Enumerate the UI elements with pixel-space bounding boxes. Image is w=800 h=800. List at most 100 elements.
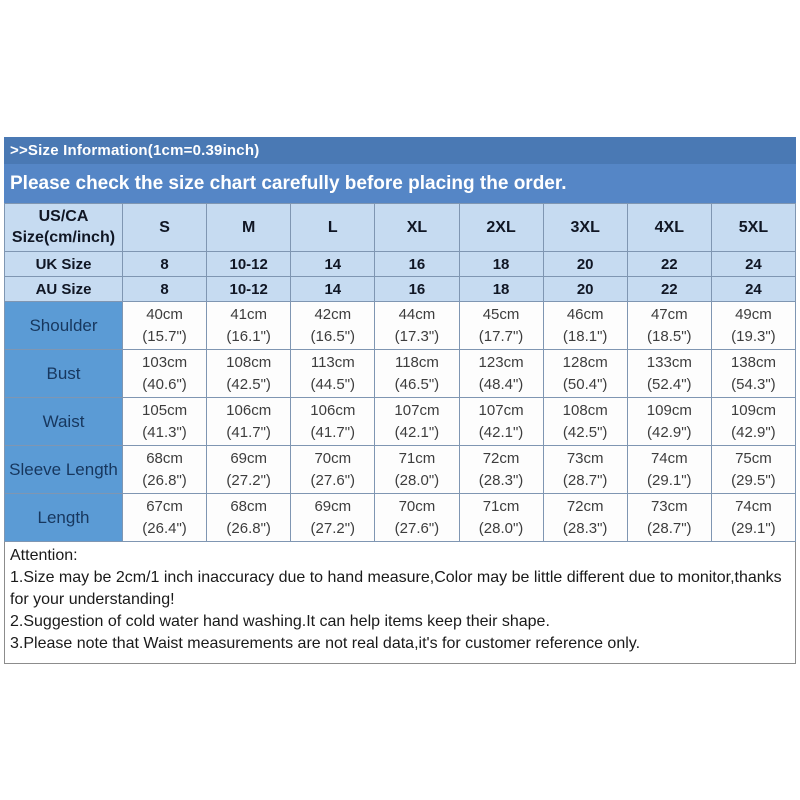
cm-value: 118cm bbox=[394, 353, 439, 371]
inch-value: (18.1") bbox=[562, 327, 608, 345]
cm-value: 71cm bbox=[398, 449, 436, 467]
cm-value: 113cm bbox=[310, 353, 355, 371]
size-value-cell: 16 bbox=[374, 251, 460, 277]
inch-value: (28.0") bbox=[394, 471, 440, 489]
measurement-cell: 109cm (42.9") bbox=[710, 397, 797, 446]
cm-value: 109cm bbox=[730, 401, 776, 419]
measurement-cell: 105cm (41.3") bbox=[121, 397, 208, 446]
measurement-cell: 128cm (50.4") bbox=[542, 349, 628, 398]
inch-value: (27.6") bbox=[310, 471, 356, 489]
inch-value: (15.7") bbox=[142, 327, 187, 345]
inch-value: (16.5") bbox=[310, 327, 356, 345]
inch-value: (54.3") bbox=[731, 375, 776, 393]
cm-value: 69cm bbox=[230, 449, 268, 467]
measurement-cell: 123cm (48.4") bbox=[458, 349, 544, 398]
table-row: UK Size 8 10-12 14 16 18 20 22 24 bbox=[4, 251, 797, 277]
cm-value: 49cm bbox=[735, 305, 772, 323]
attention-section: Attention: 1.Size may be 2cm/1 inch inac… bbox=[4, 542, 796, 665]
cm-value: 74cm bbox=[735, 497, 772, 515]
inch-value: (42.5") bbox=[226, 375, 271, 393]
cm-value: 45cm bbox=[482, 305, 520, 323]
size-value-cell: 22 bbox=[626, 251, 712, 277]
measurement-cell: 73cm (28.7") bbox=[626, 493, 712, 542]
size-column-header-m: M bbox=[206, 203, 292, 252]
measurement-cell: 106cm (41.7") bbox=[290, 397, 376, 446]
inch-value: (42.9") bbox=[731, 423, 776, 441]
inch-value: (42.9") bbox=[647, 423, 692, 441]
size-value-cell: 24 bbox=[710, 251, 797, 277]
inch-value: (29.1") bbox=[731, 519, 776, 537]
measurement-cell: 42cm (16.5") bbox=[290, 301, 376, 350]
inch-value: (26.8") bbox=[142, 471, 187, 489]
inch-value: (41.7") bbox=[310, 423, 356, 441]
table-row: Shoulder 40cm (15.7") 41cm (16.1") 42cm (16.5"… bbox=[4, 301, 797, 350]
measurement-cell: 69cm (27.2") bbox=[206, 445, 292, 494]
measurement-cell: 71cm (28.0") bbox=[458, 493, 544, 542]
measurement-cell: 68cm (26.8") bbox=[121, 445, 208, 494]
size-chart-page: >>Size Information(1cm=0.39inch) Please … bbox=[4, 137, 797, 665]
measurement-cell: 133cm (52.4") bbox=[626, 349, 712, 398]
measurement-cell: 72cm (28.3") bbox=[458, 445, 544, 494]
cm-value: 71cm bbox=[482, 497, 520, 515]
measurement-cell: 47cm (18.5") bbox=[626, 301, 712, 350]
table-row: AU Size 8 10-12 14 16 18 20 22 24 bbox=[4, 276, 797, 302]
measurement-cell: 69cm (27.2") bbox=[290, 493, 376, 542]
size-chart-table: US/CA Size(cm/inch) S M L XL 2XL 3XL 4XL 5XL UK… bbox=[4, 203, 797, 542]
inch-value: (41.7") bbox=[226, 423, 271, 441]
cm-value: 133cm bbox=[646, 353, 692, 371]
size-value-cell: 20 bbox=[542, 251, 628, 277]
inch-value: (50.4") bbox=[562, 375, 608, 393]
inch-value: (42.1") bbox=[478, 423, 524, 441]
cm-value: 46cm bbox=[566, 305, 604, 323]
size-column-header-xl: XL bbox=[374, 203, 460, 252]
cm-value: 73cm bbox=[566, 449, 604, 467]
size-warning-text: Please check the size chart carefully be… bbox=[10, 172, 567, 194]
cm-value: 44cm bbox=[398, 305, 436, 323]
cm-value: 42cm bbox=[314, 305, 352, 323]
inch-value: (44.5") bbox=[310, 375, 356, 393]
size-value-cell: 8 bbox=[121, 251, 208, 277]
table-row: Length 67cm (26.4") 68cm (26.8") 69cm (27.2") 7… bbox=[4, 493, 797, 542]
size-column-header-l: L bbox=[290, 203, 376, 252]
size-value-cell: 22 bbox=[626, 276, 712, 302]
attention-note: 1.Size may be 2cm/1 inch inaccuracy due … bbox=[10, 569, 782, 609]
inch-value: (27.2") bbox=[310, 519, 356, 537]
measurement-cell: 46cm (18.1") bbox=[542, 301, 628, 350]
measurement-cell: 108cm (42.5") bbox=[206, 349, 292, 398]
cm-value: 69cm bbox=[314, 497, 352, 515]
cm-value: 68cm bbox=[230, 497, 268, 515]
measurement-cell: 74cm (29.1") bbox=[626, 445, 712, 494]
size-info-banner: >>Size Information(1cm=0.39inch) bbox=[4, 137, 796, 164]
cm-value: 128cm bbox=[562, 353, 608, 371]
cm-value: 106cm bbox=[310, 401, 356, 419]
cm-value: 68cm bbox=[146, 449, 183, 467]
cm-value: 70cm bbox=[398, 497, 436, 515]
attention-note: 2.Suggestion of cold water hand washing.… bbox=[10, 613, 550, 631]
inch-value: (46.5") bbox=[394, 375, 440, 393]
measurement-cell: 40cm (15.7") bbox=[121, 301, 208, 350]
measurement-cell: 103cm (40.6") bbox=[121, 349, 208, 398]
size-value-cell: 20 bbox=[542, 276, 628, 302]
inch-value: (18.5") bbox=[647, 327, 692, 345]
inch-value: (52.4") bbox=[647, 375, 692, 393]
size-column-header-s: S bbox=[121, 203, 208, 252]
inch-value: (28.7") bbox=[647, 519, 692, 537]
cm-value: 108cm bbox=[226, 353, 272, 371]
table-row: Sleeve Length 68cm (26.8") 69cm (27.2") 70cm (… bbox=[4, 445, 797, 494]
cm-value: 70cm bbox=[314, 449, 352, 467]
cm-value: 74cm bbox=[650, 449, 688, 467]
size-column-header-4xl: 4XL bbox=[626, 203, 712, 252]
measurement-cell: 73cm (28.7") bbox=[542, 445, 628, 494]
cm-value: 40cm bbox=[146, 305, 183, 323]
measurement-cell: 70cm (27.6") bbox=[374, 493, 460, 542]
row-label: AU Size bbox=[4, 276, 123, 302]
inch-value: (40.6") bbox=[142, 375, 187, 393]
corner-header-line2: Size(cm/inch) bbox=[11, 228, 116, 246]
measurement-cell: 106cm (41.7") bbox=[206, 397, 292, 446]
size-value-cell: 24 bbox=[710, 276, 797, 302]
measurement-label: Bust bbox=[4, 349, 123, 398]
attention-notes: 1.Size may be 2cm/1 inch inaccuracy due … bbox=[10, 567, 790, 655]
table-header-row: US/CA Size(cm/inch) S M L XL 2XL 3XL 4XL 5XL bbox=[4, 203, 797, 252]
attention-heading: Attention: bbox=[10, 547, 78, 564]
measurement-cell: 67cm (26.4") bbox=[121, 493, 208, 542]
